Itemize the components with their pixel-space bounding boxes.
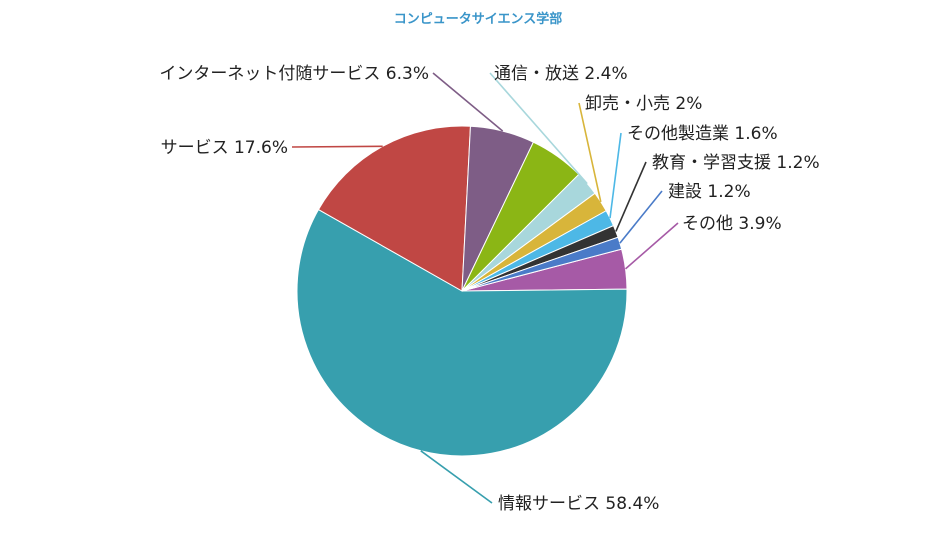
pie-slices (296, 125, 628, 457)
slice-label: 情報サービス 58.4% (498, 494, 659, 514)
leader-line (578, 102, 602, 203)
leader-line (432, 72, 504, 132)
leader-lines (291, 72, 679, 504)
pie-slice (461, 236, 623, 292)
leader-line (615, 161, 647, 232)
leader-line (619, 190, 663, 244)
slice-label: 教育・学習支援 1.2% (652, 153, 820, 173)
leader-line (609, 132, 622, 219)
slice-label: その他 3.9% (682, 214, 782, 234)
leader-line (420, 450, 493, 504)
slice-label: インターネット付随サービス 6.3% (159, 64, 429, 84)
slice-label: サービス 17.6% (161, 138, 288, 158)
leader-line (489, 72, 588, 185)
pie-slice (296, 208, 628, 457)
slice-label: 建設 1.2% (668, 182, 751, 202)
slice-label: 通信・放送 2.4% (494, 64, 628, 84)
slice-label: 卸売・小売 2% (585, 94, 702, 114)
slice-label: その他製造業 1.6% (627, 124, 778, 144)
chart-title: コンピュータサイエンス学部 (394, 11, 563, 27)
leader-line (624, 222, 679, 270)
slice-labels: その他 3.9% 情報サービス 58.4% サービス 17.6% インターネット付随サ… (159, 64, 819, 514)
leader-line (291, 145, 383, 148)
